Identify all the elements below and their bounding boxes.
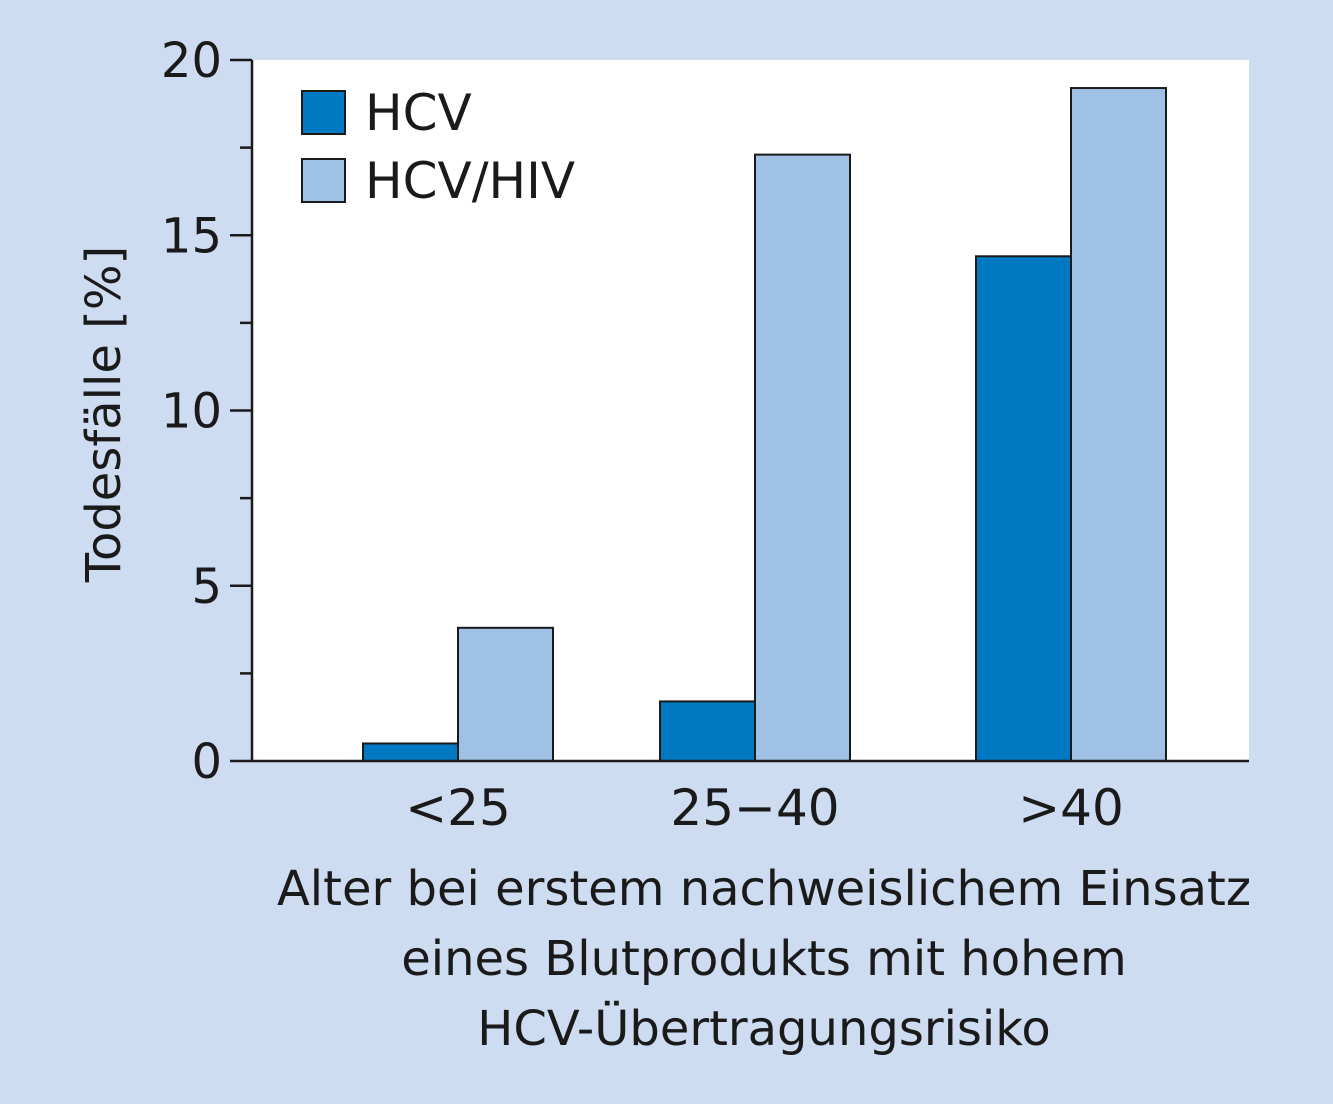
y-tick-label: 5 xyxy=(191,559,222,615)
x-axis-label-line: HCV-Übertragungsrisiko xyxy=(477,1001,1050,1057)
bar-hcv-hiv-1 xyxy=(754,153,851,762)
x-tick-label: >40 xyxy=(1018,779,1124,837)
y-axis-label: Todesfälle [%] xyxy=(76,246,132,583)
y-tick-label: 20 xyxy=(161,33,222,89)
bar-hcv-hiv-2 xyxy=(1070,87,1167,763)
legend-swatch xyxy=(301,90,346,135)
bar-hcv-2 xyxy=(975,255,1072,762)
y-tick-label: 15 xyxy=(161,208,222,264)
legend-label: HCV xyxy=(365,84,472,142)
x-tick-label: 25−40 xyxy=(670,779,839,837)
y-tick-label: 0 xyxy=(191,734,222,790)
bar-hcv-hiv-0 xyxy=(457,626,554,762)
y-tick-label: 10 xyxy=(161,384,222,440)
x-tick-label: <25 xyxy=(405,779,511,837)
bar-hcv-1 xyxy=(659,700,756,762)
x-axis-label-line: eines Blutprodukts mit hohem xyxy=(401,931,1127,987)
legend-label: HCV/HIV xyxy=(365,152,575,210)
bar-hcv-0 xyxy=(362,742,459,762)
legend-swatch xyxy=(301,158,346,203)
x-axis-label-line: Alter bei erstem nachweislichem Einsatz xyxy=(277,861,1251,917)
